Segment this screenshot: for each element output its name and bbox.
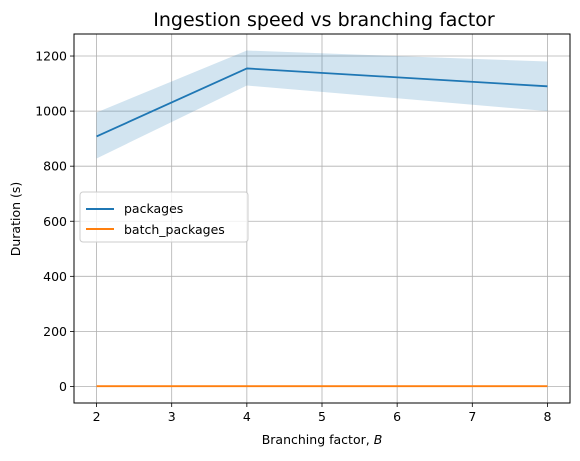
- y-axis-label: Duration (s): [8, 182, 23, 257]
- x-tick-label: 5: [318, 409, 326, 424]
- y-tick-label: 0: [59, 379, 67, 394]
- x-axis-label-text: Branching factor,: [262, 432, 374, 447]
- x-tick-label: 3: [168, 409, 176, 424]
- legend-box: [79, 191, 249, 243]
- x-axis-ticks: 2 3 4 5 6 7 8: [93, 403, 551, 424]
- x-axis-label-variable: B: [374, 432, 383, 447]
- x-axis-label: Branching factor, B: [262, 432, 383, 447]
- series-lines: [96, 67, 548, 388]
- y-tick-label: 200: [43, 324, 67, 339]
- y-tick-label: 400: [43, 269, 67, 284]
- x-tick-label: 7: [468, 409, 476, 424]
- confidence-bands: [96, 50, 548, 159]
- legend: packages batch_packages: [79, 191, 249, 243]
- x-tick-label: 4: [243, 409, 251, 424]
- x-tick-label: 6: [393, 409, 401, 424]
- x-tick-label: 2: [93, 409, 101, 424]
- y-tick-label: 600: [43, 214, 67, 229]
- legend-label-packages: packages: [124, 201, 183, 216]
- y-tick-label: 1200: [35, 49, 67, 64]
- y-tick-label: 1000: [35, 104, 67, 119]
- x-tick-label: 8: [543, 409, 551, 424]
- y-axis-ticks: 0 200 400 600 800 1000 1200: [35, 49, 74, 394]
- y-tick-label: 800: [43, 159, 67, 174]
- chart-title: Ingestion speed vs branching factor: [153, 9, 495, 31]
- series-line-packages: [96, 67, 548, 138]
- confidence-band-packages: [96, 50, 548, 159]
- legend-label-batch-packages: batch_packages: [124, 222, 225, 237]
